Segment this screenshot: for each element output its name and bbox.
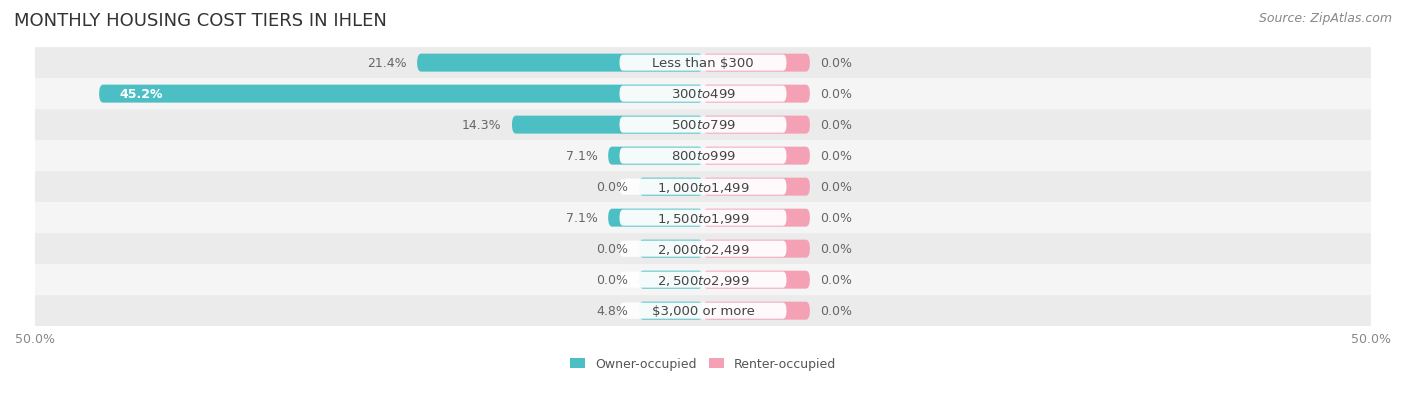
FancyBboxPatch shape <box>620 210 786 226</box>
FancyBboxPatch shape <box>21 295 1385 326</box>
FancyBboxPatch shape <box>638 302 703 320</box>
FancyBboxPatch shape <box>703 178 810 196</box>
Text: 0.0%: 0.0% <box>821 150 852 163</box>
FancyBboxPatch shape <box>620 272 786 288</box>
FancyBboxPatch shape <box>21 203 1385 234</box>
Text: 4.8%: 4.8% <box>596 304 628 318</box>
FancyBboxPatch shape <box>620 241 786 257</box>
FancyBboxPatch shape <box>418 55 703 72</box>
Text: 0.0%: 0.0% <box>596 242 628 256</box>
Text: 0.0%: 0.0% <box>821 88 852 101</box>
FancyBboxPatch shape <box>21 79 1385 110</box>
FancyBboxPatch shape <box>620 86 786 102</box>
FancyBboxPatch shape <box>21 48 1385 79</box>
Text: 14.3%: 14.3% <box>461 119 502 132</box>
FancyBboxPatch shape <box>620 179 786 195</box>
FancyBboxPatch shape <box>512 116 703 134</box>
FancyBboxPatch shape <box>638 178 703 196</box>
FancyBboxPatch shape <box>609 209 703 227</box>
FancyBboxPatch shape <box>100 85 703 103</box>
Text: 0.0%: 0.0% <box>821 273 852 287</box>
Text: 0.0%: 0.0% <box>596 273 628 287</box>
Text: $2,000 to $2,499: $2,000 to $2,499 <box>657 242 749 256</box>
Text: $3,000 or more: $3,000 or more <box>651 304 755 318</box>
Text: 0.0%: 0.0% <box>821 181 852 194</box>
FancyBboxPatch shape <box>620 55 786 71</box>
FancyBboxPatch shape <box>609 147 703 165</box>
FancyBboxPatch shape <box>703 85 810 103</box>
FancyBboxPatch shape <box>21 110 1385 141</box>
Text: 0.0%: 0.0% <box>821 119 852 132</box>
FancyBboxPatch shape <box>620 148 786 164</box>
Text: Less than $300: Less than $300 <box>652 57 754 70</box>
FancyBboxPatch shape <box>21 234 1385 264</box>
FancyBboxPatch shape <box>703 302 810 320</box>
Text: 7.1%: 7.1% <box>565 211 598 225</box>
Text: 0.0%: 0.0% <box>821 57 852 70</box>
Text: $800 to $999: $800 to $999 <box>671 150 735 163</box>
Text: 45.2%: 45.2% <box>120 88 163 101</box>
Text: Source: ZipAtlas.com: Source: ZipAtlas.com <box>1258 12 1392 25</box>
FancyBboxPatch shape <box>703 240 810 258</box>
Text: MONTHLY HOUSING COST TIERS IN IHLEN: MONTHLY HOUSING COST TIERS IN IHLEN <box>14 12 387 30</box>
FancyBboxPatch shape <box>620 117 786 133</box>
FancyBboxPatch shape <box>620 303 786 319</box>
FancyBboxPatch shape <box>703 209 810 227</box>
Text: $1,000 to $1,499: $1,000 to $1,499 <box>657 180 749 194</box>
Legend: Owner-occupied, Renter-occupied: Owner-occupied, Renter-occupied <box>569 357 837 370</box>
Text: $1,500 to $1,999: $1,500 to $1,999 <box>657 211 749 225</box>
FancyBboxPatch shape <box>638 240 703 258</box>
Text: 7.1%: 7.1% <box>565 150 598 163</box>
Text: $2,500 to $2,999: $2,500 to $2,999 <box>657 273 749 287</box>
FancyBboxPatch shape <box>703 55 810 72</box>
FancyBboxPatch shape <box>703 116 810 134</box>
FancyBboxPatch shape <box>21 172 1385 203</box>
Text: $500 to $799: $500 to $799 <box>671 119 735 132</box>
Text: 0.0%: 0.0% <box>821 242 852 256</box>
Text: 0.0%: 0.0% <box>596 181 628 194</box>
Text: $300 to $499: $300 to $499 <box>671 88 735 101</box>
FancyBboxPatch shape <box>703 271 810 289</box>
Text: 0.0%: 0.0% <box>821 211 852 225</box>
FancyBboxPatch shape <box>21 141 1385 172</box>
FancyBboxPatch shape <box>703 147 810 165</box>
Text: 21.4%: 21.4% <box>367 57 406 70</box>
FancyBboxPatch shape <box>21 264 1385 295</box>
Text: 0.0%: 0.0% <box>821 304 852 318</box>
FancyBboxPatch shape <box>638 271 703 289</box>
